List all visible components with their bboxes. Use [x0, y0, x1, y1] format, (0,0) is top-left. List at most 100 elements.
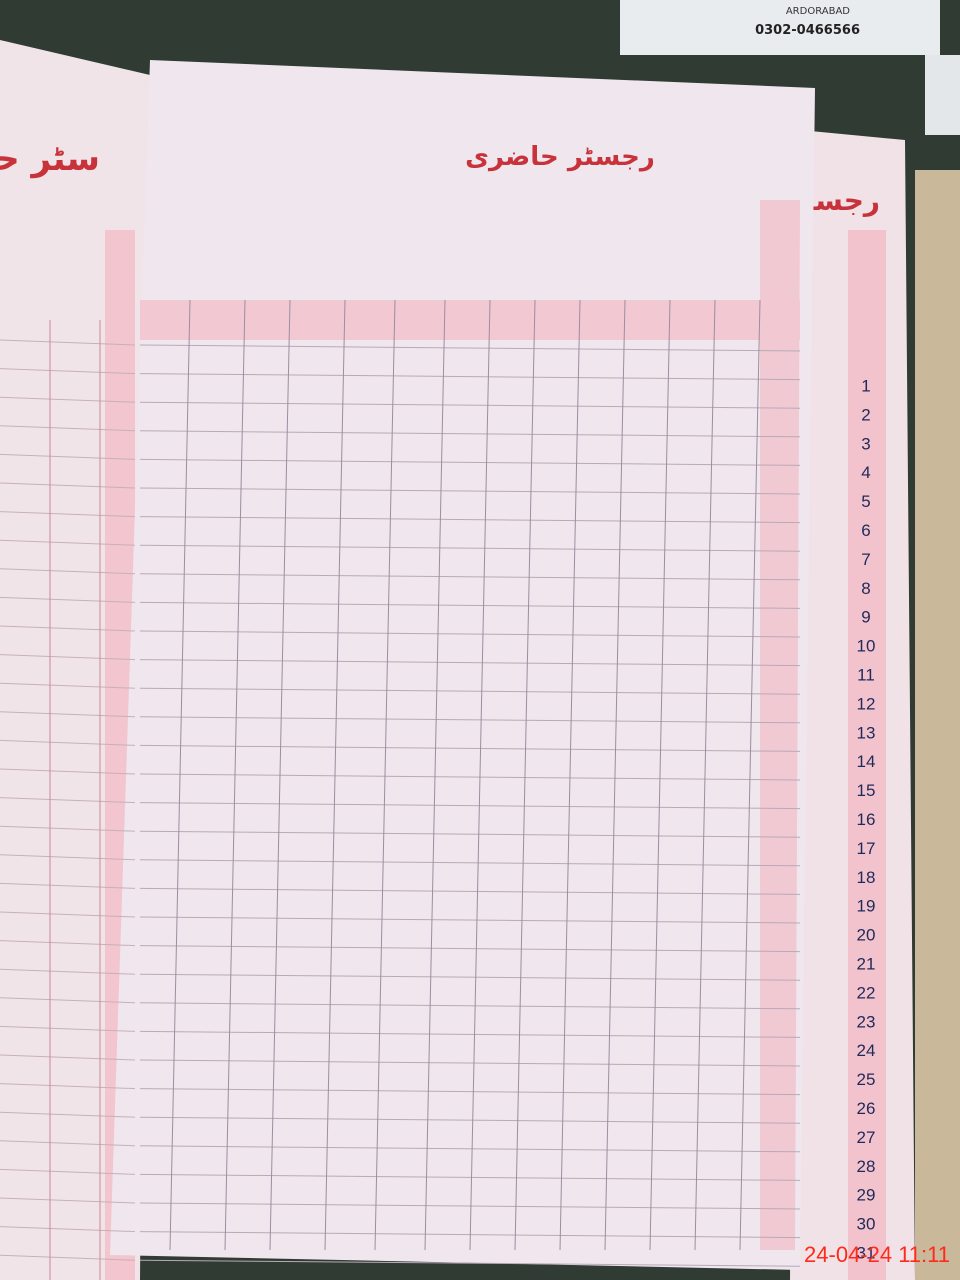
rule-line [139, 744, 801, 752]
rule-line [139, 1259, 801, 1267]
rule-line [139, 1002, 801, 1010]
rule-line [139, 601, 801, 609]
row-number: 19 [857, 897, 876, 916]
rule-line [139, 487, 801, 495]
card-edge [925, 55, 960, 135]
rule-line [139, 773, 801, 781]
right-number-column [848, 230, 886, 1280]
rule-line [139, 1202, 801, 1210]
header-band [140, 300, 800, 340]
row-number: 22 [857, 983, 876, 1002]
row-number: 25 [857, 1070, 876, 1089]
rule-line [0, 625, 136, 632]
rule-line [0, 968, 136, 975]
row-number: 24 [857, 1041, 876, 1060]
side-book [915, 170, 960, 1280]
rule-line [139, 916, 801, 924]
rule-line [0, 1254, 136, 1261]
row-number: 20 [857, 926, 876, 945]
rule-line [0, 453, 136, 460]
row-number: 3 [861, 434, 870, 453]
rule-line [0, 425, 136, 432]
rule-line [0, 339, 136, 346]
rule-line [139, 1173, 801, 1181]
rule-line [0, 568, 136, 575]
rule-line [0, 654, 136, 661]
column-line [604, 299, 626, 1251]
rule-line [139, 830, 801, 838]
center-number-column [760, 200, 800, 1250]
rule-line [0, 768, 136, 775]
rule-line [0, 997, 136, 1004]
row-number: 29 [857, 1186, 876, 1205]
rule-line [0, 911, 136, 918]
column-line [649, 299, 671, 1251]
rule-line [139, 1145, 801, 1153]
row-number: 31 [857, 1243, 876, 1262]
row-number: 10 [857, 637, 876, 656]
column-line [324, 299, 346, 1251]
rule-line [139, 887, 801, 895]
rule-line [139, 802, 801, 810]
row-number: 13 [857, 723, 876, 742]
row-number: 18 [857, 868, 876, 887]
column-line [694, 299, 716, 1251]
center-page [110, 60, 815, 1270]
row-number: 28 [857, 1157, 876, 1176]
row-number: 26 [857, 1099, 876, 1118]
column-line [559, 299, 581, 1251]
rule-line [0, 882, 136, 889]
row-number: 8 [861, 579, 870, 598]
column-line [469, 299, 491, 1251]
row-number: 12 [857, 694, 876, 713]
rule-line [139, 1088, 801, 1096]
rule-line [139, 344, 801, 352]
row-number: 4 [861, 463, 870, 482]
card [620, 0, 940, 55]
row-number: 1 [861, 376, 870, 395]
row-number: 7 [861, 550, 870, 569]
rule-line [0, 1168, 136, 1175]
column-line [269, 299, 291, 1251]
rule-line [0, 825, 136, 832]
rule-line [139, 1059, 801, 1067]
rule-line [139, 430, 801, 438]
column-line [169, 299, 191, 1251]
row-number: 6 [861, 521, 870, 540]
row-number: 16 [857, 810, 876, 829]
row-number: 9 [861, 608, 870, 627]
card-place: ARDORABAD [786, 6, 850, 17]
rule-line [0, 940, 136, 947]
rule-line [0, 854, 136, 861]
rule-line [0, 1083, 136, 1090]
rule-line [0, 739, 136, 746]
rule-line [139, 659, 801, 667]
column-line [374, 299, 396, 1251]
rule-line [0, 682, 136, 689]
rule-line [0, 1111, 136, 1118]
rule-line [139, 458, 801, 466]
row-number: 14 [857, 752, 876, 771]
row-number: 21 [857, 954, 876, 973]
rule-line [0, 539, 136, 546]
left-title: سٹر حاضری [0, 139, 100, 179]
rule-line [139, 716, 801, 724]
row-number: 5 [861, 492, 870, 511]
rule-line [0, 368, 136, 375]
row-number: 15 [857, 781, 876, 800]
rule-line [139, 1030, 801, 1038]
rule-line [0, 1197, 136, 1204]
rule-line [139, 1116, 801, 1124]
row-number: 11 [857, 665, 875, 684]
rule-line [0, 596, 136, 603]
rule-line [139, 945, 801, 953]
row-number: 17 [857, 839, 876, 858]
timestamp: 24-04-24 11:11 [804, 1242, 950, 1267]
card-phone: 0302-0466566 [755, 23, 860, 38]
ruled-grid [0, 299, 801, 1280]
rule-line [0, 511, 136, 518]
rule-line [0, 711, 136, 718]
rule-line [139, 573, 801, 581]
